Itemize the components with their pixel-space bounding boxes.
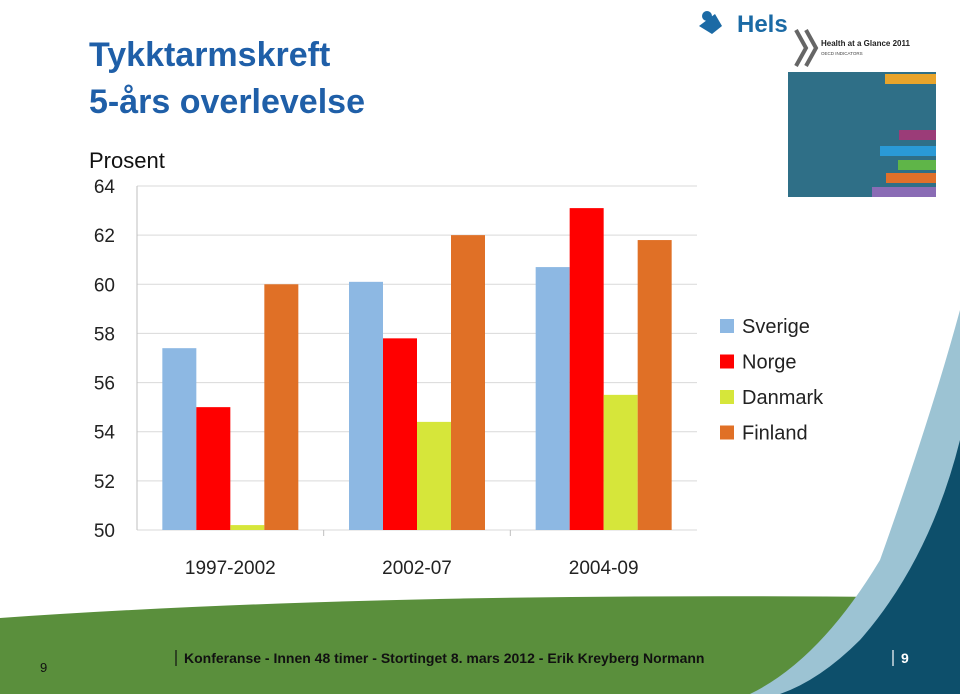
footer-dark [780,440,960,694]
cover-stripe [898,160,936,170]
footer-text: Konferanse - Innen 48 timer - Stortinget… [184,650,704,666]
cover-title: Health at a Glance 2011 [821,39,910,48]
page-number: 9 [40,660,47,675]
bar [603,394,638,530]
x-tick-label: 1997-2002 [185,558,276,579]
bar [569,208,604,530]
logo-icon [699,14,722,34]
bar [637,240,672,531]
y-tick-label: 50 [94,521,115,542]
slide-title: 5-års overlevelse [89,83,365,121]
y-tick-label: 62 [94,226,115,247]
y-tick-label: 64 [94,177,116,198]
bar [349,281,383,530]
legend-label: Sverige [742,316,810,338]
legend-swatch [720,354,734,369]
page-number: 9 [901,650,909,666]
y-tick-label: 52 [94,472,115,493]
legend-label: Finland [742,423,808,445]
y-tick-label: 60 [94,275,115,296]
bar [264,284,299,530]
bar [383,338,417,530]
bar [451,235,485,530]
bar [417,421,451,530]
cover-stripe [880,146,936,156]
legend-label: Danmark [742,387,824,409]
cover-top [788,0,936,72]
bar [230,525,265,530]
legend-swatch [720,390,734,404]
footer-band [0,596,960,694]
cover-stripe [872,187,936,197]
book-cover: Health at a Glance 2011 OECD INDICATORS [788,0,936,197]
cover-logo [794,29,819,67]
bar [196,407,231,530]
legend-swatch [720,319,734,333]
cover-subtitle: OECD INDICATORS [821,51,863,56]
x-tick-label: 2004-09 [569,558,639,579]
chart: 50 52 54 56 58 60 62 64 1997-2002 2002-07 2004-09 S… [94,177,824,579]
x-tick-label: 2002-07 [382,558,452,579]
y-axis-label: Prosent [89,148,165,173]
y-tick-label: 56 [94,374,115,395]
legend-label: Norge [742,352,796,374]
bar [162,348,197,530]
cover-stripe [899,130,936,140]
cover-stripe [886,173,936,183]
legend-swatch [720,425,734,440]
bar [535,267,570,530]
slide-title: Tykktarmskreft [89,36,330,74]
y-tick-label: 54 [94,423,116,444]
cover-stripe [885,74,936,84]
y-tick-label: 58 [94,324,115,345]
